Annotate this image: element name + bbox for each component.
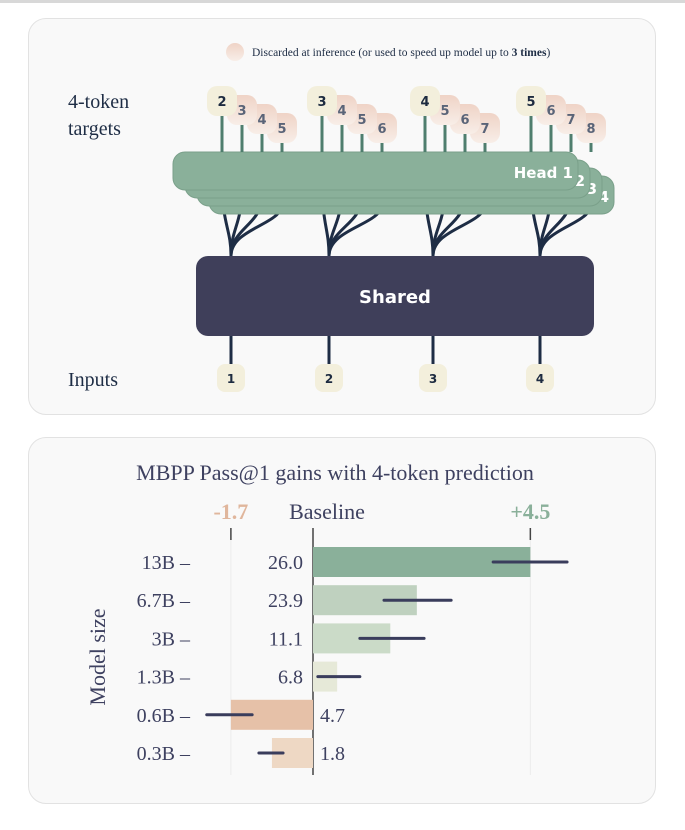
target-token-label: 6 — [546, 104, 555, 119]
target-token-label: 4 — [257, 113, 266, 128]
targets-label-line2: targets — [68, 118, 121, 140]
target-token — [410, 86, 440, 116]
target-token-label: 2 — [217, 95, 226, 110]
input-token — [526, 364, 554, 392]
target-token-label: 5 — [357, 113, 366, 128]
target-token-label: 3 — [317, 95, 326, 110]
shared-label: Shared — [359, 287, 431, 308]
head-label-1: Head 1 — [514, 164, 573, 182]
input-token-label: 1 — [227, 372, 235, 386]
target-token-label: 7 — [480, 122, 489, 137]
target-token — [516, 86, 546, 116]
input-token-label: 3 — [429, 372, 437, 386]
target-token — [307, 86, 337, 116]
target-token-label: 6 — [377, 122, 386, 137]
target-token-label: 3 — [237, 104, 246, 119]
target-token-label: 8 — [586, 122, 595, 137]
input-token — [315, 364, 343, 392]
chart-card — [28, 437, 656, 804]
input-token — [419, 364, 447, 392]
top-border — [0, 0, 685, 3]
target-token-label: 4 — [420, 95, 429, 110]
target-token-label: 5 — [277, 122, 286, 137]
head-label-2: 2 — [575, 172, 585, 190]
architecture-diagram-card — [28, 18, 656, 415]
target-token-label: 6 — [460, 113, 469, 128]
legend-text: Discarded at inference (or used to speed… — [252, 47, 550, 59]
head-label-4: 4 — [599, 188, 609, 206]
input-token-label: 2 — [325, 372, 333, 386]
shared-trunk — [196, 256, 594, 336]
target-token — [207, 86, 237, 116]
discarded-legend-icon — [226, 43, 244, 61]
head-1 — [172, 151, 579, 191]
head-label-3: 3 — [587, 180, 597, 198]
target-token-label: 7 — [566, 113, 575, 128]
targets-label-line1: 4-token — [68, 91, 129, 113]
target-token-label: 4 — [337, 104, 346, 119]
inputs-label: Inputs — [68, 369, 118, 391]
input-token — [217, 364, 245, 392]
input-token-label: 4 — [536, 372, 544, 386]
target-token-label: 5 — [526, 95, 535, 110]
target-token-label: 5 — [440, 104, 449, 119]
